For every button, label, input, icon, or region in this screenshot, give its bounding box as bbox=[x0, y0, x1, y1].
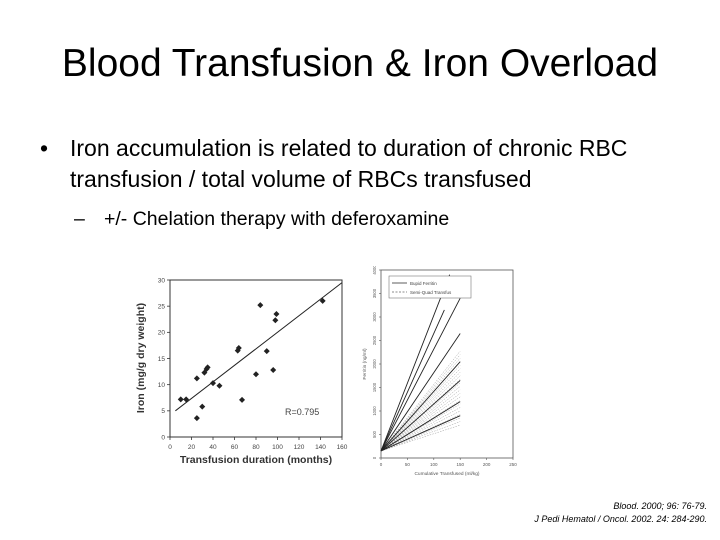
line-y-tick-label: 3500 bbox=[372, 288, 377, 298]
line-chart-legend: Bupid Ferritin Semi-Quad Transfus bbox=[388, 275, 472, 299]
scatter-x-tick-label: 60 bbox=[231, 444, 239, 451]
line-series bbox=[380, 309, 445, 452]
scatter-y-tick-label: 5 bbox=[161, 408, 165, 415]
scatter-point bbox=[270, 367, 277, 374]
scatter-point bbox=[199, 403, 206, 410]
scatter-point bbox=[234, 347, 241, 354]
line-x-tick-label: 50 bbox=[405, 462, 411, 467]
line-y-tick-label: 1000 bbox=[372, 406, 377, 416]
scatter-point bbox=[204, 364, 211, 371]
line-x-tick-label: 200 bbox=[483, 462, 491, 467]
line-faint-series bbox=[380, 410, 461, 452]
line-faint-series bbox=[380, 400, 461, 452]
line-y-tick-label: 1500 bbox=[372, 382, 377, 392]
scatter-point bbox=[257, 302, 264, 309]
scatter-point bbox=[183, 396, 190, 403]
legend-entry-2: Semi-Quad Transfus bbox=[410, 290, 452, 295]
slide-title: Blood Transfusion & Iron Overload bbox=[61, 42, 659, 85]
line-y-tick-label: 0 bbox=[372, 456, 377, 459]
scatter-y-tick-label: 0 bbox=[161, 434, 165, 441]
line-x-tick-label: 150 bbox=[456, 462, 464, 467]
scatter-point bbox=[193, 375, 200, 382]
line-x-tick-label: 250 bbox=[509, 462, 517, 467]
scatter-x-tick-label: 80 bbox=[252, 444, 260, 451]
line-x-tick-label: 100 bbox=[430, 462, 438, 467]
correlation-annotation: R=0.795 bbox=[285, 407, 319, 417]
scatter-x-tick-label: 0 bbox=[168, 444, 172, 451]
line-series bbox=[380, 415, 461, 452]
ferritin-vs-volume-line-chart: 0 50 100 150 200 2500500100015002000250030003… bbox=[362, 266, 517, 477]
scatter-point bbox=[210, 380, 216, 387]
iron-vs-duration-scatter-chart: 0 20 40 60 80 100 120 140 160 0 5 10 15 20 25 30 R=0.79… bbox=[135, 277, 348, 466]
line-series bbox=[380, 274, 451, 452]
scatter-point bbox=[216, 382, 223, 389]
scatter-x-axis-label: Transfusion duration (months) bbox=[180, 454, 332, 466]
line-faint-series bbox=[380, 350, 461, 452]
scatter-x-tick-label: 120 bbox=[294, 444, 305, 451]
scatter-y-tick-label: 25 bbox=[158, 303, 166, 310]
line-faint-series bbox=[380, 368, 461, 452]
scatter-point bbox=[235, 345, 242, 352]
line-x-tick-label: 0 bbox=[380, 462, 383, 467]
scatter-x-tick-label: 100 bbox=[272, 444, 283, 451]
line-faint-series bbox=[380, 403, 461, 452]
scatter-point bbox=[272, 317, 279, 324]
scatter-y-tick-label: 20 bbox=[158, 330, 166, 337]
line-y-tick-label: 2500 bbox=[372, 335, 377, 345]
line-y-axis-label: Ferritin (ng/ml) bbox=[362, 348, 368, 380]
line-y-tick-label: 500 bbox=[372, 430, 377, 438]
bullet-symbol: • bbox=[40, 135, 49, 161]
sub-bullet-text: +/- Chelation therapy with deferoxamine bbox=[104, 208, 450, 230]
line-series bbox=[380, 401, 461, 452]
line-x-axis-label: Cumulative Transfused (ml/kg) bbox=[414, 471, 479, 477]
line-faint-series bbox=[380, 393, 461, 452]
scatter-point bbox=[319, 297, 326, 304]
line-y-tick-label: 4000 bbox=[372, 266, 377, 275]
citation-2: J Pedi Hematol / Oncol. 2002. 24: 284-29… bbox=[534, 514, 707, 524]
scatter-x-tick-label: 40 bbox=[209, 444, 217, 451]
scatter-trendline bbox=[175, 282, 343, 412]
line-faint-series bbox=[380, 354, 461, 452]
scatter-point bbox=[193, 415, 200, 422]
scatter-point bbox=[263, 348, 270, 355]
line-faint-series bbox=[380, 386, 461, 452]
scatter-y-tick-label: 30 bbox=[158, 277, 166, 284]
line-y-tick-label: 2000 bbox=[372, 359, 377, 369]
scatter-x-tick-label: 140 bbox=[315, 444, 326, 451]
citations: Blood. 2000; 96: 76-79. J Pedi Hematol /… bbox=[407, 500, 707, 526]
legend-entry-1: Bupid Ferritin bbox=[410, 281, 437, 286]
line-series bbox=[380, 333, 461, 452]
scatter-point bbox=[273, 311, 280, 318]
line-faint-series bbox=[380, 372, 461, 452]
line-faint-series bbox=[380, 424, 461, 452]
citation-1: Blood. 2000; 96: 76-79. bbox=[613, 501, 707, 511]
line-y-tick-label: 3000 bbox=[372, 312, 377, 322]
scatter-point bbox=[253, 371, 259, 378]
scatter-y-tick-label: 10 bbox=[158, 382, 166, 389]
line-faint-series bbox=[380, 421, 461, 452]
line-series bbox=[380, 361, 461, 452]
line-series bbox=[380, 297, 461, 452]
scatter-x-tick-label: 20 bbox=[188, 444, 196, 451]
bullet-text: Iron accumulation is related to duration… bbox=[70, 135, 628, 192]
scatter-point bbox=[177, 396, 184, 403]
scatter-x-tick-label: 160 bbox=[337, 444, 348, 451]
line-series bbox=[380, 380, 461, 452]
sub-bullet-symbol: – bbox=[74, 208, 85, 230]
line-faint-series bbox=[380, 389, 461, 452]
scatter-y-axis-label: Iron (mg/g dry weight) bbox=[135, 303, 147, 413]
scatter-y-tick-label: 15 bbox=[158, 356, 166, 363]
line-faint-series bbox=[380, 375, 461, 452]
scatter-point bbox=[239, 396, 246, 403]
